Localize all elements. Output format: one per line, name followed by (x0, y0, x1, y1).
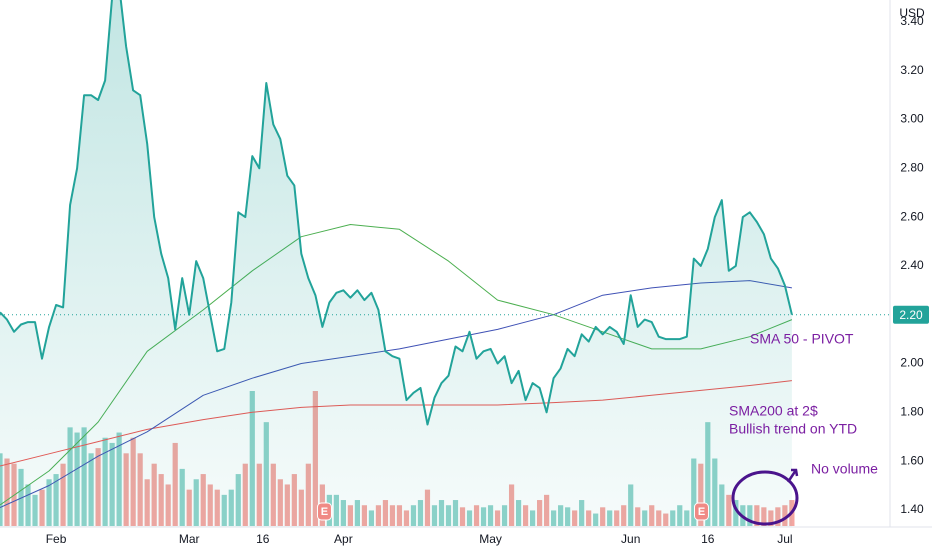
event-label: E (321, 506, 328, 518)
price-layer (0, 0, 890, 527)
y-tick-label: 2.80 (900, 161, 924, 175)
highlight-circle (731, 470, 799, 526)
last-price-badge (893, 305, 929, 324)
y-tick-label: 3.40 (900, 14, 924, 28)
y-tick-label: 3.00 (900, 112, 924, 126)
x-tick-label: Feb (46, 532, 67, 546)
event-label: E (698, 506, 705, 518)
last-price-label: 2.20 (899, 308, 923, 322)
y-tick-label: 1.40 (900, 502, 924, 516)
arrow (786, 468, 799, 483)
x-tick-label: 16 (701, 532, 715, 546)
currency: USD (899, 6, 925, 20)
x-tick-label: Mar (179, 532, 200, 546)
annotation: SMA200 at 2$ (729, 403, 818, 419)
y-tick-label: 2.40 (900, 258, 924, 272)
x-tick-label: Jun (621, 532, 640, 546)
axes-layer: 1.40 1.60 1.80 2.00 2.40 2.60 2.80 3.00 3.20 3.40… (46, 14, 929, 546)
annotation: No volume (811, 461, 878, 477)
y-tick-label: 1.60 (900, 453, 924, 467)
x-tick-label: 16 (256, 532, 270, 546)
event-badge (316, 502, 332, 521)
price-area (0, 0, 792, 527)
x-tick-label: May (479, 532, 502, 546)
y-tick-label: 2.60 (900, 209, 924, 223)
event-badge (693, 502, 709, 521)
y-tick-label: 3.20 (900, 63, 924, 77)
y-tick-label: 2.00 (900, 356, 924, 370)
annotation: SMA 50 - PIVOT (750, 331, 854, 347)
x-tick-label: Apr (334, 532, 353, 546)
y-tick-label: 1.80 (900, 405, 924, 419)
annotation: Bullish trend on YTD (729, 421, 857, 437)
price-line (0, 0, 793, 426)
x-tick-label: Jul (777, 532, 792, 546)
